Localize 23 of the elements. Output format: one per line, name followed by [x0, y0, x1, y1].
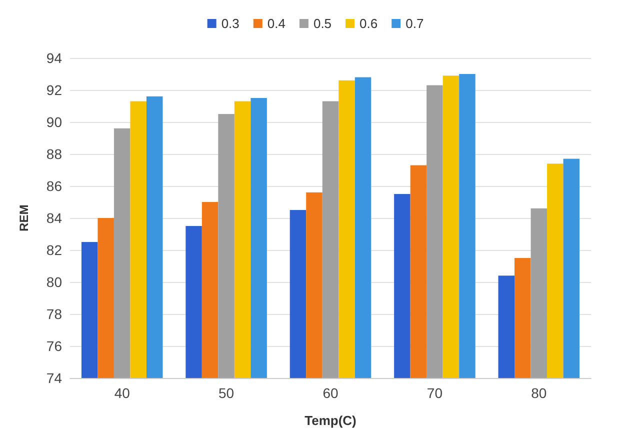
x-tick-label: 80 — [531, 385, 547, 401]
x-tick-label: 50 — [218, 385, 234, 401]
y-tick-label: 90 — [46, 114, 62, 130]
y-tick-label: 76 — [46, 338, 62, 354]
legend-label: 0.3 — [221, 16, 240, 31]
x-tick-label: 70 — [426, 385, 443, 401]
y-tick-label: 88 — [46, 146, 62, 162]
y-tick-label: 86 — [46, 178, 62, 194]
y-tick-label: 82 — [46, 242, 62, 258]
legend-label: 0.5 — [313, 16, 332, 31]
legend-label: 0.4 — [267, 16, 286, 31]
y-tick-label: 84 — [46, 210, 62, 226]
x-tick-label: 40 — [114, 385, 130, 401]
y-tick-label: 78 — [46, 306, 62, 322]
legend-label: 0.6 — [360, 16, 378, 31]
x-axis-title: Temp(C) — [304, 413, 356, 428]
y-tick-label: 92 — [46, 82, 62, 98]
legend-label: 0.7 — [406, 16, 424, 31]
y-tick-label: 74 — [46, 370, 62, 386]
y-tick-label: 80 — [46, 274, 62, 290]
x-tick-label: 60 — [322, 385, 338, 401]
y-axis-title: REM — [17, 204, 31, 232]
y-tick-label: 94 — [46, 50, 62, 66]
